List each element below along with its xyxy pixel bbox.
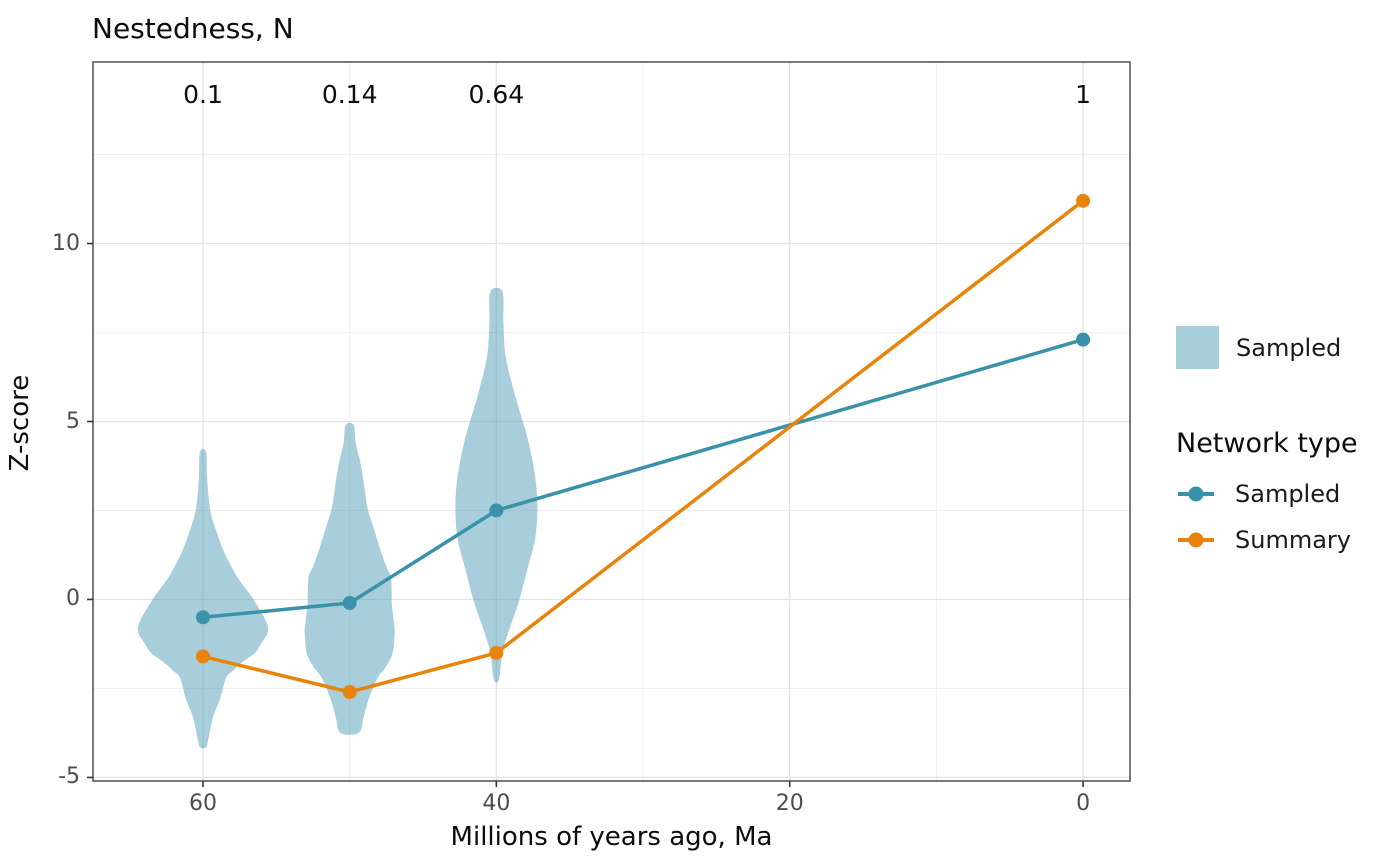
top-value-label-60ma: 0.1 [183,80,223,109]
legend-point-summary [1188,532,1204,548]
legend-item-sampled: Sampled [1176,480,1341,508]
legend-group-title: Network type [1176,428,1358,459]
legend-point-sampled [1188,486,1204,502]
y-tick-label-0: 0 [66,586,80,612]
point-sampled-50ma [342,596,357,611]
top-value-label-50ma: 0.14 [321,80,378,109]
point-sampled-0ma [1076,332,1091,347]
legend-fill-item: Sampled [1176,326,1341,369]
y-tick-label-5: 5 [66,408,80,434]
y-tick-label--5: -5 [58,764,80,790]
y-tick-label-10: 10 [52,230,80,256]
legend-item-summary: Summary [1176,526,1351,554]
chart-title: Nestedness, N [92,12,294,45]
point-sampled-40ma [489,503,504,518]
x-axis-title: Millions of years ago, Ma [450,822,773,852]
point-summary-50ma [342,685,357,700]
violin-60ma [137,448,269,749]
legend-item-sampled-label: Sampled [1235,480,1341,508]
legend-item-summary-label: Summary [1235,526,1351,554]
point-summary-0ma [1076,193,1091,208]
legend-fill-label: Sampled [1236,333,1342,362]
x-tick-label-40: 40 [482,791,511,816]
violin-50ma [304,422,395,735]
x-tick-label-0: 0 [1076,791,1091,816]
legend-line-sample-summary [1178,532,1214,548]
point-summary-60ma [196,649,211,664]
legend-fill-swatch [1176,326,1219,369]
top-value-label-40ma: 0.64 [468,80,525,109]
point-sampled-60ma [196,610,211,625]
violin-40ma [455,287,538,683]
legend-line-sample-sampled [1178,486,1214,502]
top-value-label-0ma: 1 [1075,80,1092,109]
point-summary-40ma [489,645,504,660]
x-tick-label-60: 60 [189,791,217,816]
x-tick-label-20: 20 [775,791,804,816]
line-summary [201,199,1085,694]
